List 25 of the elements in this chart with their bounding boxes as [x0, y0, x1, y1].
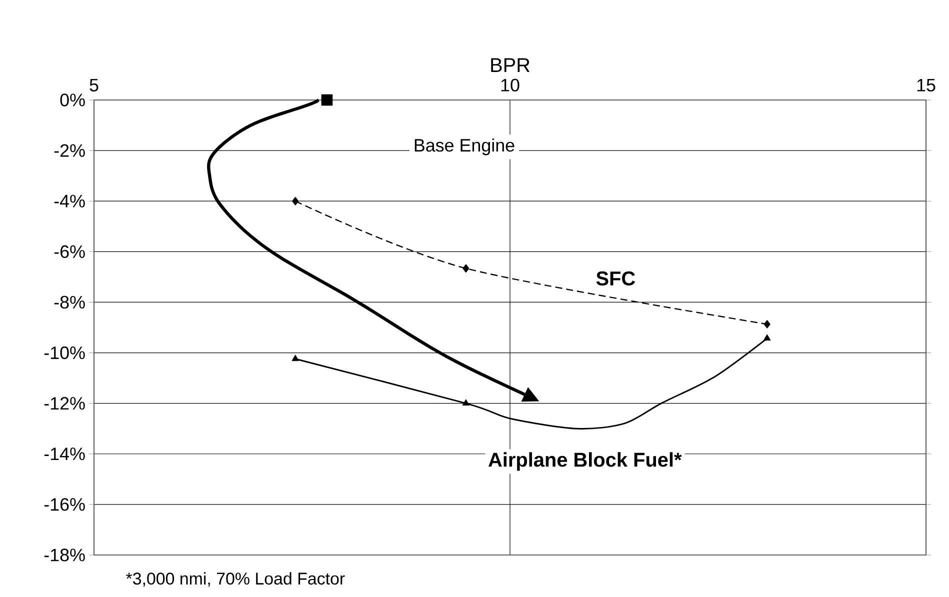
- y-tick-label: -12%: [44, 397, 85, 410]
- x-tick-label: 10: [501, 78, 520, 92]
- annotation: Base Engine: [414, 138, 514, 156]
- y-tick-label: -2%: [54, 144, 85, 157]
- y-tick-label: -14%: [44, 448, 85, 460]
- y-tick-label: -4%: [54, 194, 85, 208]
- y-tick-label: -8%: [54, 296, 85, 309]
- text: *3,000 nmi, 70% Load Factor: [126, 572, 345, 587]
- y-tick-label: -10%: [44, 346, 85, 360]
- point: [462, 264, 470, 272]
- point: [321, 94, 333, 106]
- point: [462, 399, 470, 406]
- y-tick-label: 0%: [60, 94, 85, 106]
- point: [764, 320, 770, 328]
- series-label: SFC: [596, 271, 636, 286]
- y-tick-label: -6%: [54, 245, 85, 258]
- point: [292, 354, 299, 362]
- x-axis-title: BPR: [491, 58, 530, 72]
- series-label: Airplane Block Fuel*: [488, 452, 682, 471]
- point: [292, 197, 299, 206]
- x-tick-label: 5: [90, 78, 98, 92]
- point: [763, 334, 771, 341]
- y-tick-label: -18%: [44, 548, 85, 562]
- y-tick-label: -16%: [44, 498, 85, 511]
- x-tick-label: 15: [917, 78, 936, 92]
